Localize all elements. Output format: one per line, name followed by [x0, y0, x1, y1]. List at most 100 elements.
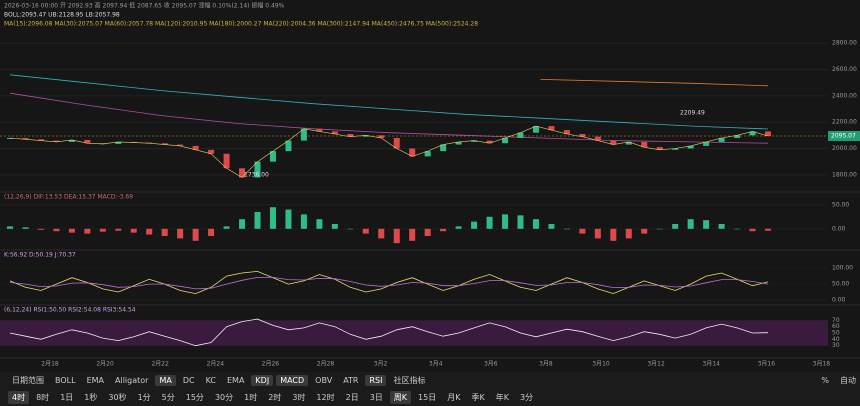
toolbar-button[interactable]: RSI — [365, 375, 387, 386]
x-tick-label: 3月18 — [813, 361, 831, 368]
rsi-line — [9, 318, 769, 347]
macd-bar — [749, 228, 756, 232]
candle — [734, 135, 741, 138]
toolbar-button[interactable]: 15分 — [185, 393, 204, 402]
toolbar-button[interactable]: Alligator — [115, 376, 149, 385]
x-tick-label: 2月20 — [96, 361, 114, 368]
macd-bar — [208, 228, 215, 236]
toolbar-button[interactable]: KC — [205, 376, 216, 385]
x-tick-label: 2月18 — [41, 361, 59, 368]
x-tick-label: 3月6 — [484, 361, 498, 368]
toolbar-button[interactable]: 年K — [495, 393, 509, 402]
macd-bar — [502, 214, 509, 229]
candle — [532, 126, 539, 133]
toolbar-button[interactable]: 8时 — [36, 393, 50, 402]
macd-bar — [656, 228, 663, 230]
toolbar-button[interactable]: 12时 — [316, 393, 335, 402]
candle — [285, 140, 292, 152]
candle — [641, 141, 648, 148]
candle — [239, 168, 246, 178]
price-tag-bg — [828, 130, 860, 141]
candle — [300, 128, 307, 141]
y-tick-label: 60 — [832, 323, 840, 330]
macd-bar — [7, 226, 13, 229]
x-tick-label: 3月8 — [539, 361, 553, 368]
toolbar-button[interactable]: 1分 — [137, 393, 151, 402]
macd-bar — [471, 221, 478, 229]
y-tick-label: 50 — [832, 330, 840, 337]
macd-bar — [393, 228, 400, 244]
chart: 2026-03-16 00:00 开 2092.93 高 2097.94 低 2… — [0, 1, 860, 368]
ma-line — [9, 92, 769, 144]
high-label: 2209.49 — [680, 110, 705, 117]
candle — [424, 151, 431, 157]
toolbar-button[interactable]: 2日 — [345, 393, 359, 402]
toolbar-button[interactable]: 自动 — [840, 376, 856, 385]
toolbar-button[interactable]: 1日 — [60, 393, 74, 402]
macd-bar — [37, 228, 44, 230]
toolbar-button[interactable]: 3时 — [292, 393, 306, 402]
toolbar-button[interactable]: 2时 — [268, 393, 282, 402]
macd-bar — [161, 228, 168, 236]
ma-line — [9, 74, 769, 130]
toolbar-button[interactable]: DC — [182, 376, 195, 385]
macd-bar — [625, 228, 632, 239]
rsi-header: (6,12,24) RSI1:50.50 RSI2:54.08 RSI3:54.… — [4, 307, 136, 314]
candle — [703, 141, 710, 146]
macd-bar — [378, 228, 385, 239]
macd-bar — [594, 228, 601, 239]
macd-bar — [177, 228, 184, 239]
y-tick-label: 50.00 — [832, 281, 849, 288]
boll-header: BOLL:2093.47 UB:2128.95 LB:2057.98 — [4, 12, 120, 19]
candle — [347, 134, 354, 137]
toolbar-button[interactable]: 4时 — [8, 391, 30, 404]
candle — [192, 145, 199, 150]
candle — [749, 131, 756, 136]
macd-bar — [641, 228, 648, 234]
toolbar-button[interactable]: MACD — [276, 375, 309, 386]
y-tick-label: 2400.00 — [832, 92, 857, 99]
toolbar-button[interactable]: 5分 — [161, 393, 175, 402]
candle — [409, 148, 416, 157]
candle — [625, 141, 632, 145]
toolbar-button[interactable]: 30分 — [214, 393, 234, 402]
y-tick-label: 2600.00 — [832, 66, 857, 73]
y-tick-label: 70 — [832, 317, 840, 324]
toolbar-button[interactable]: EMA — [86, 376, 104, 385]
macd-bar — [68, 228, 75, 233]
toolbar-button[interactable]: 月K — [447, 393, 461, 402]
x-tick-label: 2月28 — [317, 361, 335, 368]
toolbar-button[interactable]: % — [821, 376, 829, 385]
toolbar-button[interactable]: BOLL — [55, 376, 76, 385]
macd-bar — [532, 219, 539, 229]
toolbar-button[interactable]: 3分 — [519, 393, 534, 402]
toolbar-button[interactable]: 15日 — [418, 393, 437, 402]
toolbar-button[interactable]: 季K — [471, 393, 485, 402]
candle — [68, 139, 75, 142]
toolbar-button[interactable]: 周K — [389, 391, 412, 404]
macd-bar — [254, 212, 261, 229]
toolbar-button[interactable]: 日期范围 — [12, 376, 44, 385]
x-tick-label: 3月16 — [758, 361, 776, 368]
macd-bar — [53, 228, 60, 232]
toolbar-button[interactable]: ATR — [343, 376, 359, 385]
toolbar-button[interactable]: MA — [155, 375, 176, 386]
toolbar-button[interactable]: EMA — [226, 376, 245, 385]
toolbar-button[interactable]: KDJ — [251, 375, 274, 386]
macd-bar — [192, 228, 199, 241]
ohlc-header: 2026-03-16 00:00 开 2092.93 高 2097.94 低 2… — [4, 2, 285, 10]
macd-bar — [409, 228, 416, 241]
macd-bar — [718, 224, 725, 229]
candle — [471, 140, 478, 142]
x-tick-label: 3月12 — [647, 361, 665, 368]
toolbar-button[interactable]: OBV — [315, 376, 333, 385]
macd-bar — [22, 227, 29, 229]
toolbar-button[interactable]: 社区指标 — [393, 376, 426, 385]
candle — [223, 153, 230, 169]
toolbar-button[interactable]: 30秒 — [108, 393, 127, 402]
macd-bar — [285, 209, 292, 229]
toolbar-button[interactable]: 1秒 — [84, 393, 98, 402]
toolbar-button[interactable]: 3日 — [369, 393, 383, 402]
y-tick-label: 30 — [832, 342, 840, 349]
toolbar-button[interactable]: 1时 — [244, 393, 258, 402]
